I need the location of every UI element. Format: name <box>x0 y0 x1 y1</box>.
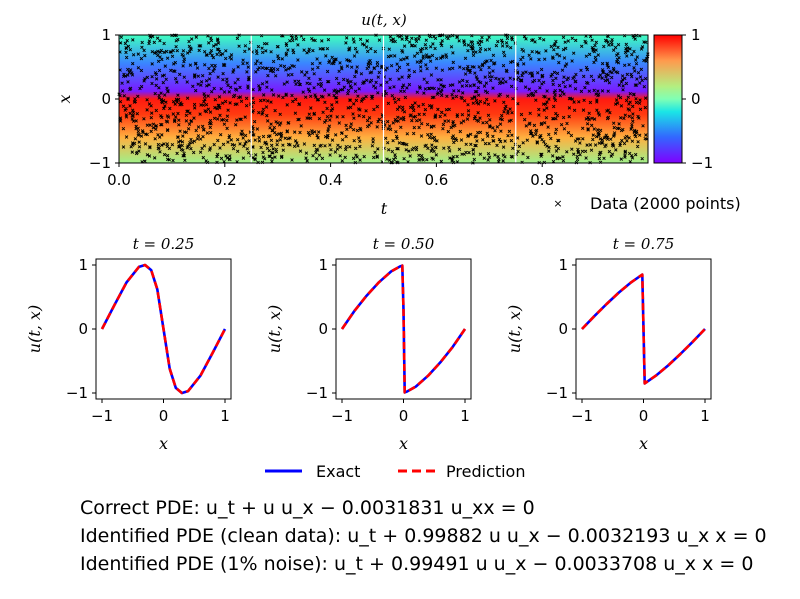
slice-xlabel: x <box>159 434 168 453</box>
figure: u(t, x) 0.0 0.2 0.4 0.6 0.8 10−1 t x 10−1 × … <box>25 11 741 481</box>
colorbar-ticks: 1 0 −1 <box>682 26 713 172</box>
slice-title: t = 0.75 <box>613 235 675 253</box>
colorbar-tick-label: −1 <box>691 154 713 172</box>
slice-ytick-label: 1 <box>318 256 328 274</box>
heatmap-ylabel: x <box>55 94 74 103</box>
heatmap-xtick-label: 0.2 <box>213 171 237 189</box>
slice-xtick-label: 1 <box>700 407 710 425</box>
slice-ylabel: u(t, x) <box>25 305 44 353</box>
heatmap-xlabel: t <box>381 199 388 218</box>
data-marker-icon: × <box>553 197 562 210</box>
legend-exact-label: Exact <box>316 462 360 481</box>
heatmap-ytick-label: 0 <box>101 90 111 108</box>
series-prediction <box>581 273 706 385</box>
heatmap-xtick-label: 0.8 <box>530 171 554 189</box>
slice-ytick-label: −1 <box>66 384 88 402</box>
slice-xtick-label: 1 <box>220 407 230 425</box>
slice-xtick-label: −1 <box>571 407 593 425</box>
slice-xtick-label: −1 <box>331 407 353 425</box>
slice-ytick-label: 1 <box>78 256 88 274</box>
heatmap-title: u(t, x) <box>361 11 407 29</box>
slice-ytick-label: 0 <box>78 320 88 338</box>
heatmap-ytick-label: 1 <box>101 26 111 44</box>
heatmap-xtick-label: 0.6 <box>424 171 448 189</box>
heatmap-x-ticks: 0.0 0.2 0.4 0.6 0.8 <box>107 163 554 189</box>
slice-ylabel: u(t, x) <box>505 305 524 353</box>
slice-lines <box>250 35 517 163</box>
equation-noise: Identified PDE (1% noise): u_t + 0.99491… <box>80 553 754 575</box>
data-scatter <box>117 33 650 165</box>
series-prediction <box>340 264 467 394</box>
line-legend: Exact Prediction <box>265 462 525 481</box>
heatmap-ytick-label: −1 <box>89 154 111 172</box>
slice-ylabel: u(t, x) <box>265 305 284 353</box>
colorbar-tick-label: 1 <box>691 26 701 44</box>
slice-ytick-label: 0 <box>318 320 328 338</box>
slice-title: t = 0.25 <box>133 235 195 253</box>
heatmap-xtick-label: 0.4 <box>319 171 343 189</box>
equation-clean: Identified PDE (clean data): u_t + 0.998… <box>80 525 767 547</box>
slice-xtick-label: −1 <box>91 407 113 425</box>
slice-xtick-label: 0 <box>159 407 169 425</box>
slice-xtick-label: 1 <box>460 407 470 425</box>
data-points <box>117 33 650 165</box>
data-legend-label: Data (2000 points) <box>590 194 741 213</box>
slice-title: t = 0.50 <box>373 235 435 253</box>
heatmap-panel: u(t, x) 0.0 0.2 0.4 0.6 0.8 10−1 t x 10−1 × … <box>55 11 741 218</box>
colorbar <box>653 34 683 164</box>
slice-ytick-label: −1 <box>306 384 328 402</box>
slice-xlabel: x <box>639 434 648 453</box>
equation-correct: Correct PDE: u_t + u u_x − 0.0031831 u_x… <box>80 497 535 519</box>
slice-xtick-label: 0 <box>399 407 409 425</box>
series-exact <box>340 264 467 394</box>
legend-prediction-label: Prediction <box>446 462 525 481</box>
slice-panel-1: t = 0.50 −1 0 1 1 0 −1 x u(t, x) <box>265 235 472 453</box>
slice-ytick-label: 1 <box>558 256 568 274</box>
slice-ytick-label: 0 <box>558 320 568 338</box>
heatmap-y-ticks: 1 0 −1 <box>89 26 119 172</box>
colorbar-tick-label: 0 <box>691 90 701 108</box>
series-prediction <box>100 263 227 395</box>
slice-panel-2: t = 0.75 −1 0 1 1 0 −1 x u(t, x) <box>505 235 712 453</box>
slice-panel-0: t = 0.25 −1 0 1 1 0 −1 x u(t, x) <box>25 235 232 453</box>
slice-ytick-label: −1 <box>546 384 568 402</box>
heatmap-xtick-label: 0.0 <box>107 171 131 189</box>
slice-xtick-label: 0 <box>639 407 649 425</box>
slice-xlabel: x <box>399 434 408 453</box>
slice-panels: t = 0.25 −1 0 1 1 0 −1 x u(t, x) t = 0.50 −1 0 1 1 0 −1… <box>25 235 712 453</box>
